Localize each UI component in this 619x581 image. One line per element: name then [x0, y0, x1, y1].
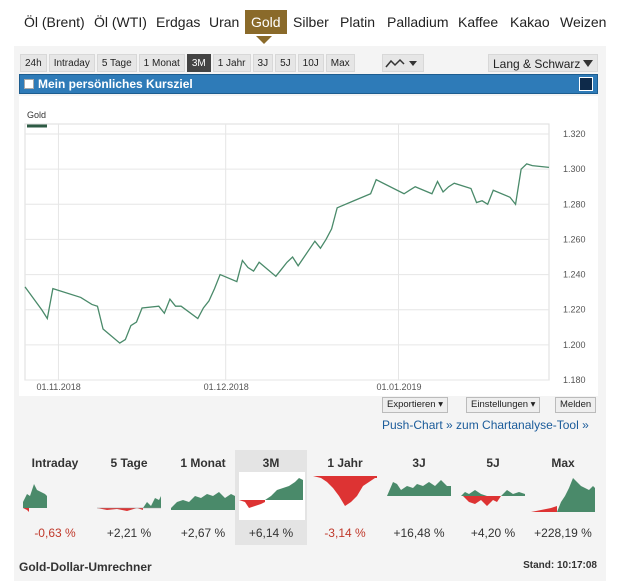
performance-tiles: Intraday -0,63 % 5 Tage +2,21 % 1 Monat …: [19, 450, 598, 548]
sparkline: [97, 496, 161, 511]
y-tick-label: 1.220: [563, 305, 586, 315]
kursziel-toggle[interactable]: [579, 77, 593, 91]
gold-dollar-converter-title: Gold-Dollar-Umrechner: [19, 560, 152, 574]
exchange-label: Lang & Schwarz: [493, 57, 581, 71]
sparkline: [23, 484, 47, 512]
spark-title: Intraday: [31, 456, 79, 470]
nav-item-silber[interactable]: Silber: [293, 14, 329, 30]
commodity-nav: Öl (Brent) Öl (WTI) Erdgas Uran Gold Sil…: [0, 0, 619, 46]
price-chart-svg: Gold 1.320 1.300 1.280 1.260 1.240 1.220 1.200 1…: [24, 110, 586, 392]
y-tick-label: 1.320: [563, 129, 586, 139]
export-button[interactable]: Exportieren ▾: [382, 397, 448, 413]
spark-tile-3m[interactable]: 3M +6,14 %: [235, 450, 307, 545]
sparkline: [239, 472, 305, 520]
report-button[interactable]: Melden: [555, 397, 597, 413]
settings-button[interactable]: Einstellungen ▾: [466, 397, 541, 413]
spark-tile-3j[interactable]: 3J +16,48 %: [383, 450, 455, 545]
nav-item-oel-wti[interactable]: Öl (WTI): [94, 14, 147, 30]
spark-title: 1 Jahr: [327, 456, 363, 470]
y-tick-label: 1.280: [563, 199, 586, 209]
legend-label: Gold: [27, 110, 46, 120]
sparkline: [461, 490, 525, 506]
range-5-tage[interactable]: 5 Tage: [96, 54, 137, 72]
kursziel-checkbox[interactable]: [24, 79, 34, 89]
price-chart: Gold 1.320 1.300 1.280 1.260 1.240 1.220 1.200 1…: [19, 96, 598, 396]
spark-title: 5 Tage: [110, 456, 148, 470]
spark-tile-5j[interactable]: 5J +4,20 %: [457, 450, 529, 545]
range-5j[interactable]: 5J: [275, 54, 296, 72]
spark-change: +2,21 %: [106, 526, 152, 540]
nav-item-weizen[interactable]: Weizen: [560, 14, 607, 30]
y-tick-label: 1.180: [563, 375, 586, 385]
spark-title: Max: [551, 456, 575, 470]
range-3m[interactable]: 3M: [186, 54, 211, 72]
plot-frame: [24, 123, 550, 381]
range-3j[interactable]: 3J: [252, 54, 274, 72]
sparkline: [531, 478, 595, 512]
sparkline: [387, 480, 451, 496]
exchange-select[interactable]: Lang & Schwarz: [488, 54, 598, 72]
nav-item-platin[interactable]: Platin: [340, 14, 376, 30]
range-1-jahr[interactable]: 1 Jahr: [212, 54, 251, 72]
kursziel-label: Mein persönliches Kursziel: [38, 77, 193, 91]
spark-title: 3J: [412, 456, 426, 470]
nav-item-gold[interactable]: Gold: [245, 10, 287, 34]
spark-title: 5J: [486, 456, 500, 470]
x-tick-label: 01.12.2018: [204, 382, 249, 392]
chart-type-dropdown[interactable]: [382, 54, 424, 72]
kursziel-bar[interactable]: Mein persönliches Kursziel: [19, 74, 598, 94]
x-tick-label: 01.11.2018: [36, 382, 80, 392]
spark-change: -3,14 %: [324, 526, 366, 540]
spark-tile-intraday[interactable]: Intraday -0,63 %: [19, 450, 91, 545]
spark-change: +16,48 %: [393, 526, 445, 540]
range-max[interactable]: Max: [325, 54, 355, 72]
spark-tile-1-monat[interactable]: 1 Monat +2,67 %: [167, 450, 239, 545]
spark-change: +2,67 %: [180, 526, 226, 540]
sparkline: [171, 492, 235, 510]
nav-item-palladium[interactable]: Palladium: [387, 14, 449, 30]
spark-tile-max[interactable]: Max +228,19 %: [527, 450, 599, 545]
spark-change: +4,20 %: [470, 526, 516, 540]
range-1-monat[interactable]: 1 Monat: [138, 54, 185, 72]
range-toolbar: 24h Intraday 5 Tage 1 Monat 3M 1 Jahr 3J…: [20, 54, 357, 72]
spark-change: -0,63 %: [34, 526, 76, 540]
chevron-down-icon: [583, 60, 593, 67]
spark-title: 1 Monat: [180, 456, 226, 470]
x-tick-label: 01.01.2019: [376, 382, 421, 392]
nav-item-kaffee[interactable]: Kaffee: [458, 14, 499, 30]
nav-item-uran[interactable]: Uran: [209, 14, 240, 30]
spark-tile-5-tage[interactable]: 5 Tage +2,21 %: [93, 450, 165, 545]
nav-item-kakao[interactable]: Kakao: [510, 14, 550, 30]
spark-change: +6,14 %: [248, 526, 294, 540]
line-chart-icon: [385, 58, 417, 68]
y-tick-label: 1.300: [563, 164, 586, 174]
active-caret: [256, 36, 272, 44]
push-chart-link[interactable]: Push-Chart » zum Chartanalyse-Tool »: [382, 418, 589, 432]
y-tick-label: 1.200: [563, 340, 586, 350]
range-10j[interactable]: 10J: [297, 54, 324, 72]
spark-change: +228,19 %: [534, 526, 592, 540]
range-24h[interactable]: 24h: [20, 54, 47, 72]
timestamp: Stand: 10:17:08: [523, 560, 597, 571]
spark-tile-1-jahr[interactable]: 1 Jahr -3,14 %: [309, 450, 381, 545]
nav-item-erdgas[interactable]: Erdgas: [156, 14, 201, 30]
sparkline: [313, 476, 377, 506]
y-tick-label: 1.260: [563, 234, 586, 244]
y-tick-label: 1.240: [563, 270, 586, 280]
spark-title: 3M: [262, 456, 280, 470]
range-intraday[interactable]: Intraday: [48, 54, 95, 72]
nav-item-oel-brent[interactable]: Öl (Brent): [24, 14, 85, 30]
gold-price-line: [24, 163, 550, 344]
